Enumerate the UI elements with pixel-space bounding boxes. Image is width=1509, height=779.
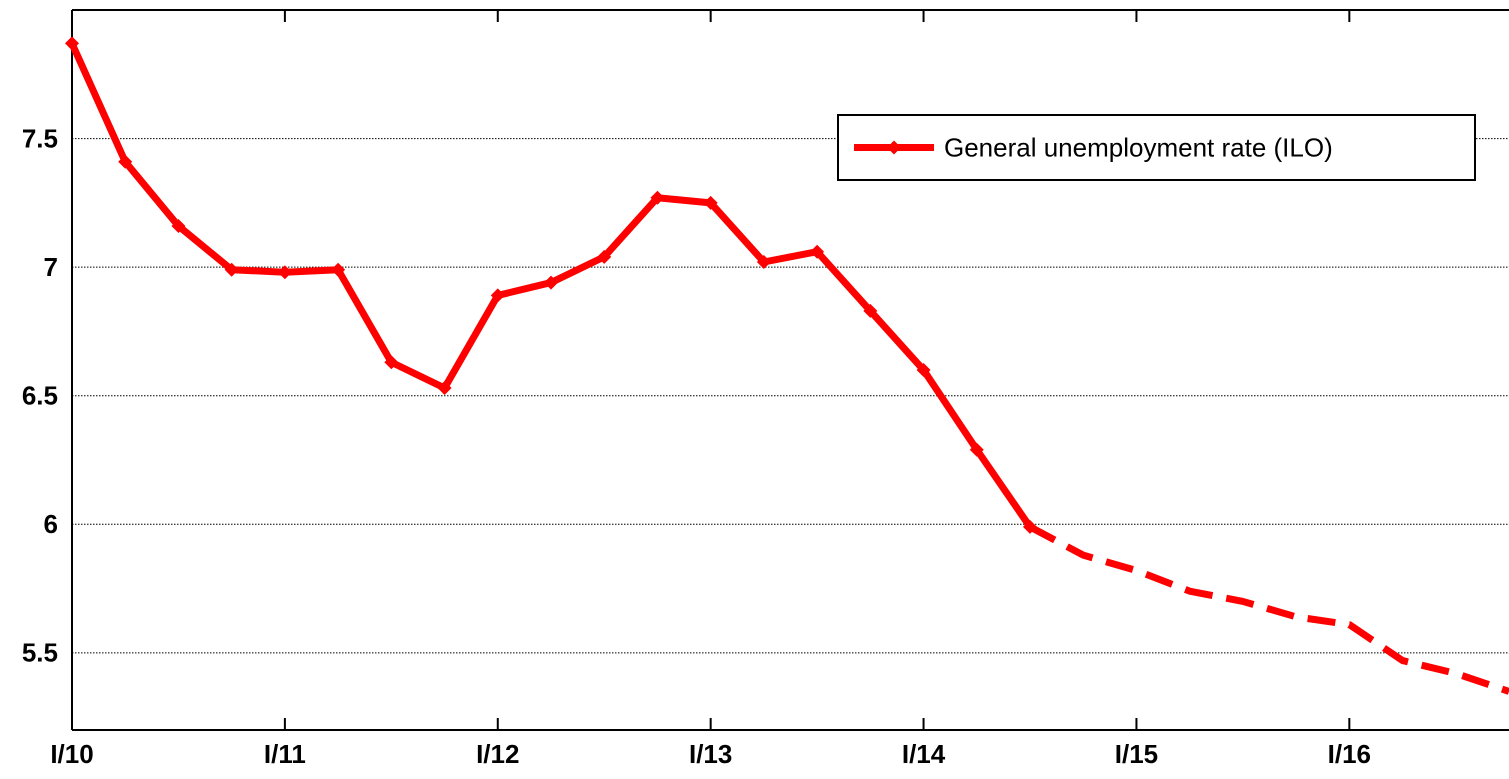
data-point xyxy=(384,355,399,370)
x-tick-label: I/10 xyxy=(50,739,93,769)
data-point xyxy=(756,255,771,269)
data-point xyxy=(118,154,133,169)
y-tick-label: 5.5 xyxy=(22,638,58,668)
legend-marker xyxy=(887,140,901,155)
data-point xyxy=(597,249,612,264)
data-point xyxy=(171,219,186,233)
x-tick-label: I/14 xyxy=(902,739,946,769)
data-point xyxy=(969,442,984,457)
x-tick-label: I/11 xyxy=(264,739,306,769)
data-point xyxy=(544,275,558,290)
data-point xyxy=(810,244,825,259)
x-tick-label: I/13 xyxy=(689,739,732,769)
data-point xyxy=(863,303,878,318)
data-point xyxy=(703,195,718,210)
legend-box xyxy=(837,114,1476,181)
data-point xyxy=(331,262,346,277)
data-point xyxy=(277,265,292,280)
data-point xyxy=(437,381,452,395)
y-tick-label: 7 xyxy=(44,252,58,282)
data-point xyxy=(490,288,505,303)
x-tick-label: I/12 xyxy=(476,739,519,769)
y-tick-label: 6.5 xyxy=(22,381,58,411)
y-tick-label: 7.5 xyxy=(22,123,58,153)
y-tick-label: 6 xyxy=(44,509,58,539)
data-line xyxy=(1028,523,1509,695)
data-point xyxy=(224,262,239,277)
data-point xyxy=(65,36,79,51)
x-tick-label: I/15 xyxy=(1115,739,1158,769)
legend-label: General unemployment rate (ILO) xyxy=(944,132,1333,162)
data-point xyxy=(650,190,665,205)
x-tick-label: I/16 xyxy=(1328,739,1371,769)
data-point xyxy=(916,363,931,377)
